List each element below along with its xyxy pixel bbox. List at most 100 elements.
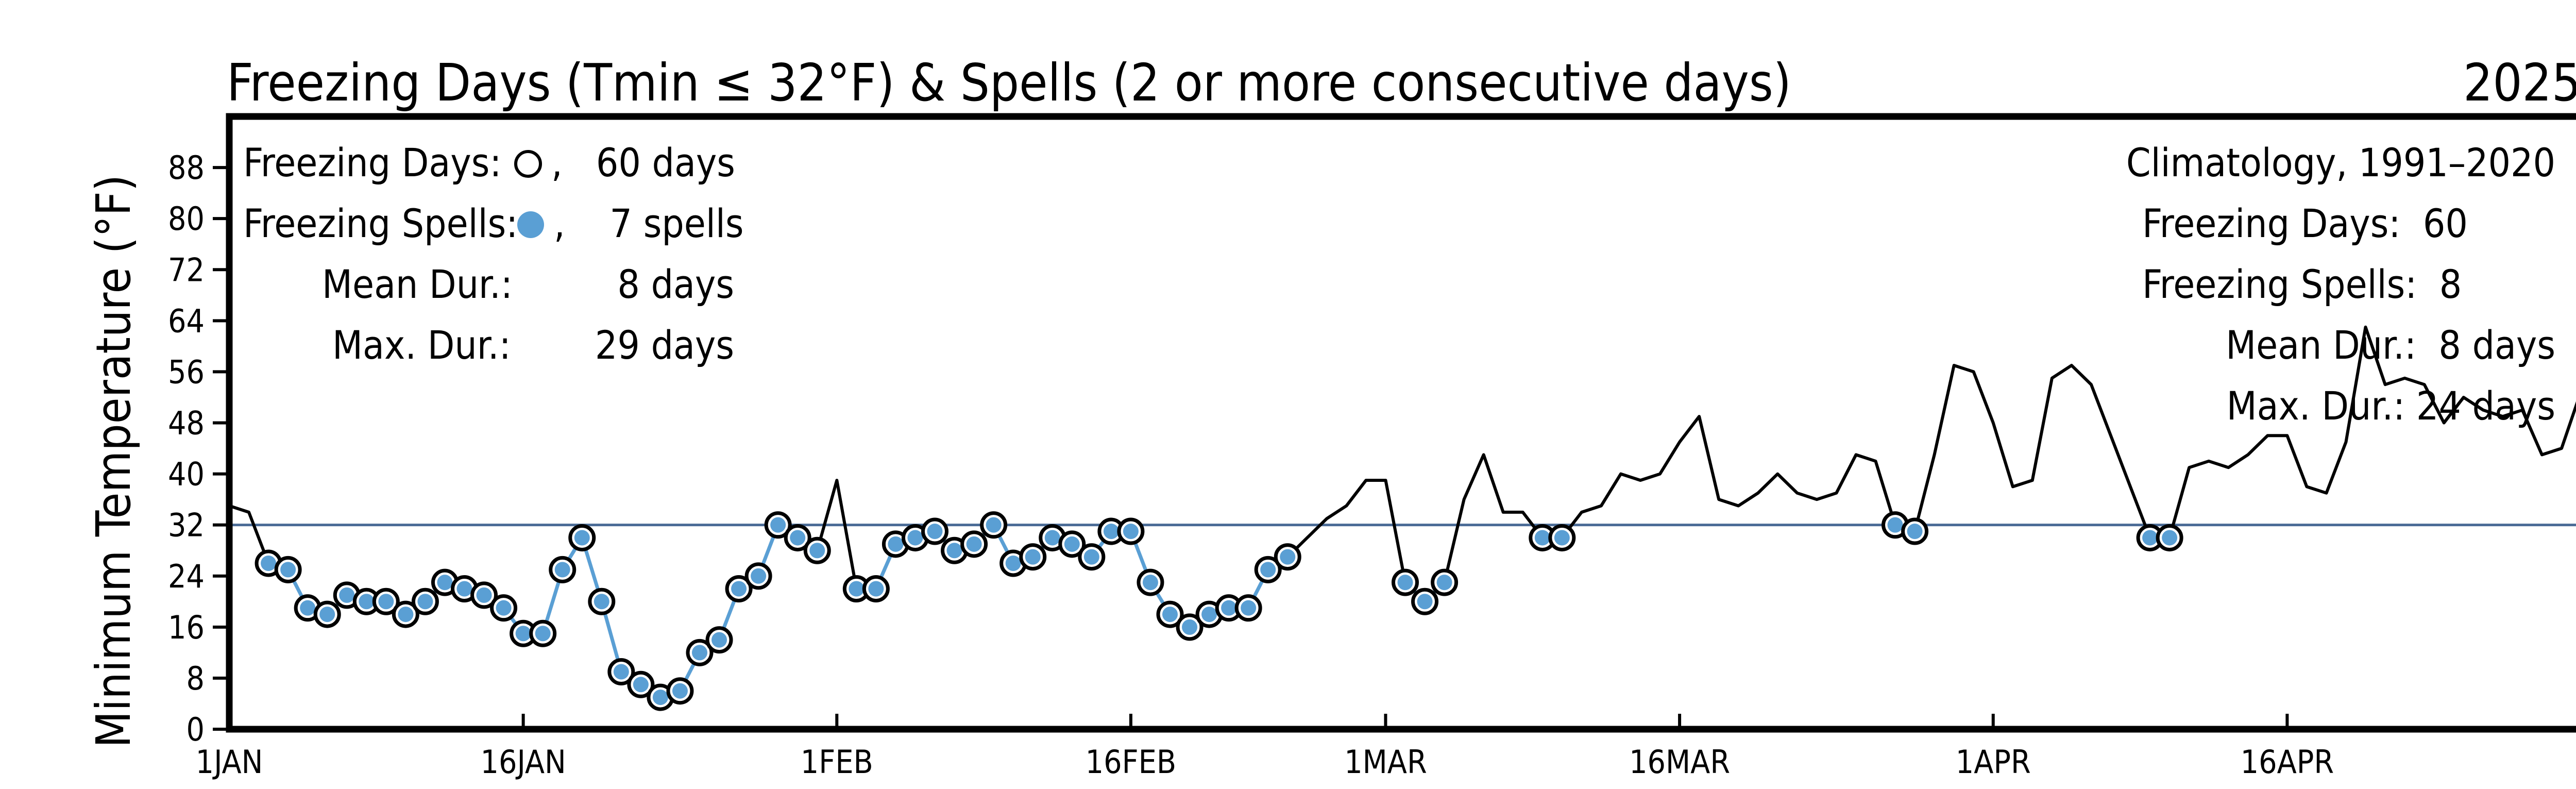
- y-axis: 0 8 16 24 32 40 48 56 64 72 80 88: [168, 149, 229, 748]
- x-tick-label: 16APR: [2241, 743, 2334, 781]
- x-axis: 1JAN 16JAN 1FEB 16FEB 1MAR 16MAR 1APR 16APR: [196, 714, 2334, 781]
- legend-freezing-days-value: , 60 days: [551, 140, 735, 186]
- x-tick-label: 16FEB: [1086, 743, 1177, 781]
- climatology-freezing-days: Freezing Days: 60: [2142, 200, 2468, 246]
- freezing-spell-marker: [1162, 607, 1178, 623]
- freezing-spell-marker: [476, 587, 492, 603]
- climatology-mean-duration: Mean Dur.: 8 days: [2226, 322, 2555, 368]
- freezing-spell-marker: [2162, 530, 2178, 546]
- legend-max-duration-value: 29 days: [595, 322, 734, 368]
- freezing-spell-marker: [711, 632, 727, 648]
- freezing-spell-marker: [1221, 600, 1237, 616]
- chart-year: 2025: [2463, 53, 2576, 113]
- x-tick-label: 1JAN: [196, 743, 263, 781]
- legend-mean-duration-label: Mean Dur.:: [322, 261, 513, 307]
- freezing-spell-marker: [946, 543, 962, 559]
- x-tick-label: 1APR: [1956, 743, 2031, 781]
- legend-mean-duration-value: 8 days: [617, 261, 734, 307]
- plot-frame: [226, 113, 2576, 733]
- y-tick-label: 32: [168, 507, 205, 544]
- freezing-spell-marker: [261, 555, 277, 571]
- y-tick-label: 56: [168, 353, 205, 391]
- freezing-spell-marker: [672, 683, 688, 699]
- y-axis-label: Minimum Temperature (°F): [86, 175, 141, 748]
- legend-max-duration-label: Max. Dur.:: [332, 322, 511, 368]
- legend-freezing-days-label: Freezing Days:: [243, 140, 501, 186]
- freezing-spell-marker: [398, 607, 414, 623]
- freezing-spell-marker: [751, 568, 767, 584]
- freezing-spell-marker: [359, 594, 375, 610]
- freezing-spell-marker: [1534, 530, 1550, 546]
- freezing-spell-marker: [927, 524, 943, 540]
- freezing-spell-marker: [319, 607, 335, 623]
- freezing-spell-marker: [907, 530, 923, 546]
- freezing-spell-marker: [417, 594, 433, 610]
- freezing-spell-marker: [809, 543, 825, 559]
- legend-freezing-spells-label: Freezing Spells:: [243, 200, 518, 246]
- x-tick-label: 1MAR: [1344, 743, 1427, 781]
- freezing-spell-marker: [574, 530, 590, 546]
- freezing-spell-marker: [790, 530, 806, 546]
- freezing-spell-marker: [1025, 549, 1041, 565]
- freezing-spell-marker: [633, 677, 649, 693]
- freezing-spell-marker: [535, 626, 551, 642]
- freezing-spell-marker: [554, 562, 570, 578]
- legend-freezing-day-marker: [514, 150, 542, 178]
- freezing-spell-marker: [888, 536, 904, 552]
- freezing-spell-marker: [594, 594, 609, 610]
- freezing-spell-marker: [378, 594, 394, 610]
- freezing-spell-marker: [456, 581, 472, 597]
- freezing-spell-marker: [613, 664, 629, 680]
- freezing-spell-marker: [849, 581, 865, 597]
- freezing-spell-marker: [1397, 575, 1413, 591]
- y-tick-label: 72: [168, 251, 205, 289]
- freezing-spell-marker: [868, 581, 884, 597]
- freezing-spell-marker: [1064, 536, 1080, 552]
- freezing-spell-marker: [1417, 594, 1433, 610]
- y-tick-label: 48: [168, 405, 205, 442]
- y-tick-label: 16: [168, 609, 205, 646]
- legend-freezing-spells-value: , 7 spells: [554, 200, 744, 246]
- freezing-spell-marker: [339, 587, 355, 603]
- y-tick-label: 40: [168, 456, 205, 493]
- legend: Freezing Days: , 60 days Freezing Spells…: [243, 140, 744, 368]
- freezing-spell-marker: [1182, 619, 1198, 635]
- freezing-spell-marker: [1907, 524, 1923, 540]
- chart-title: Freezing Days (Tmin ≤ 32°F) & Spells (2 …: [227, 53, 1791, 113]
- freezing-spell-marker: [1201, 607, 1217, 623]
- freezing-spell-marker: [1436, 575, 1452, 591]
- freezing-spell-marker: [1142, 575, 1158, 591]
- climatology-header: Climatology, 1991–2020: [2126, 140, 2555, 186]
- climatology-max-duration: Max. Dur.: 24 days: [2227, 383, 2555, 429]
- climatology-panel: Climatology, 1991–2020 Freezing Days: 60…: [2126, 140, 2555, 429]
- tmin-line: [229, 325, 2576, 699]
- freezing-spell-marker: [1887, 517, 1903, 533]
- freezing-spell-marker: [280, 562, 296, 578]
- freezing-spell-marker: [1123, 524, 1139, 540]
- freezing-spell-marker: [1280, 549, 1296, 565]
- y-tick-label: 8: [187, 660, 205, 697]
- y-tick-label: 64: [168, 302, 205, 340]
- y-tick-label: 88: [168, 149, 205, 187]
- freezing-spell-marker: [1044, 530, 1060, 546]
- freezing-spell-marker: [1241, 600, 1257, 616]
- y-tick-label: 24: [168, 558, 205, 595]
- freezing-spell-marker: [1103, 524, 1119, 540]
- freezing-spell-marker: [1083, 549, 1099, 565]
- freezing-spell-marker: [966, 536, 982, 552]
- freezing-spell-marker: [1554, 530, 1570, 546]
- freezing-spell-marker: [437, 575, 453, 591]
- freezing-spell-marker: [731, 581, 747, 597]
- freezing-spell-marker: [770, 517, 786, 533]
- x-tick-label: 1FEB: [801, 743, 873, 781]
- freezing-spell-marker: [300, 600, 316, 616]
- legend-freezing-spell-marker: [517, 211, 544, 238]
- x-tick-label: 16MAR: [1629, 743, 1730, 781]
- climatology-freezing-spells: Freezing Spells: 8: [2142, 261, 2462, 307]
- freezing-spell-marker: [652, 690, 668, 706]
- freezing-spell-marker: [2142, 530, 2158, 546]
- plot-area: [229, 325, 2576, 711]
- x-tick-label: 16JAN: [481, 743, 566, 781]
- y-tick-label: 0: [187, 711, 205, 748]
